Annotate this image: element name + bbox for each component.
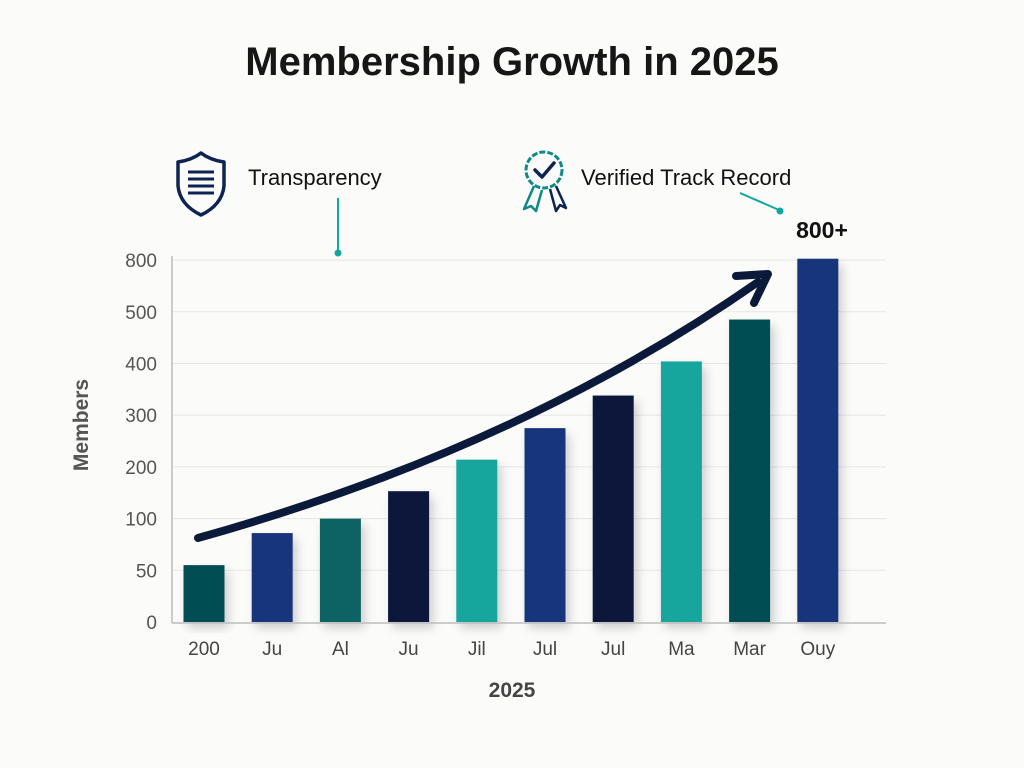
bar-6 bbox=[592, 395, 634, 622]
shield-icon bbox=[176, 151, 226, 217]
bar-3 bbox=[388, 491, 430, 622]
x-tick-label: Jil bbox=[468, 639, 486, 660]
y-tick-label: 400 bbox=[125, 355, 157, 376]
x-tick-label: Jul bbox=[601, 639, 625, 660]
y-tick-label: 300 bbox=[125, 406, 157, 427]
annotation-leader-line bbox=[739, 192, 780, 211]
chart-title: Membership Growth in 2025 bbox=[245, 40, 779, 84]
bar-4 bbox=[456, 459, 498, 622]
x-axis-label: 2025 bbox=[489, 679, 536, 702]
y-tick-label: 200 bbox=[125, 458, 157, 479]
bar-0 bbox=[183, 565, 225, 622]
y-tick-label: 800 bbox=[125, 251, 157, 272]
trend-arrow bbox=[194, 270, 772, 542]
bar-2 bbox=[319, 518, 361, 622]
annotation-800-plus: 800+ bbox=[796, 217, 848, 243]
x-tick-label: Ouy bbox=[800, 639, 835, 660]
annotation-transparency: Transparency bbox=[248, 165, 382, 190]
x-tick-label: Jul bbox=[533, 639, 557, 660]
award-ribbon-icon bbox=[522, 150, 568, 213]
annotation-verified: Verified Track Record bbox=[581, 165, 791, 190]
bar-5 bbox=[524, 428, 566, 622]
x-tick-label: Al bbox=[332, 639, 349, 660]
bar-9 bbox=[797, 258, 839, 622]
bar-1 bbox=[251, 533, 293, 622]
x-tick-label: Ma bbox=[668, 639, 695, 660]
y-tick-label: 50 bbox=[136, 561, 157, 582]
y-tick-label: 100 bbox=[125, 510, 157, 531]
bar-7 bbox=[660, 361, 702, 622]
x-tick-label: Mar bbox=[733, 639, 766, 660]
x-tick-label: 200 bbox=[188, 639, 220, 660]
y-tick-label: 500 bbox=[125, 303, 157, 324]
x-tick-label: Ju bbox=[262, 639, 282, 660]
x-tick-label: Ju bbox=[399, 639, 419, 660]
annotation-dot bbox=[776, 207, 784, 215]
y-tick-label: 0 bbox=[146, 613, 157, 634]
annotation-dot bbox=[334, 249, 342, 257]
bar-8 bbox=[729, 319, 771, 622]
y-axis-label: Members bbox=[70, 379, 93, 471]
